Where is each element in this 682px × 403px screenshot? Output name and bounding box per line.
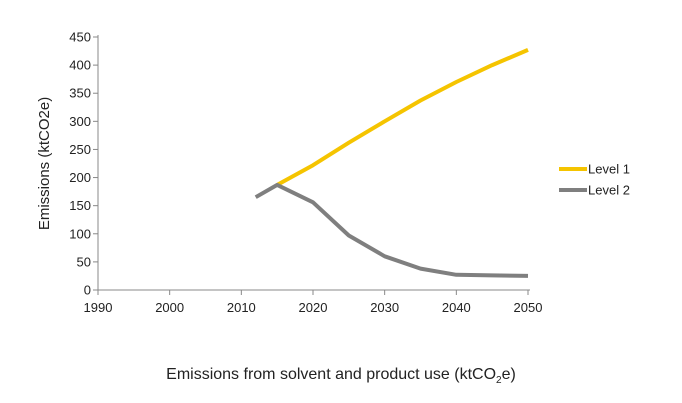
- series-line-level-2: [254, 182, 529, 278]
- x-tick-label: 1990: [84, 300, 113, 315]
- y-tick-label: 300: [69, 114, 91, 129]
- y-tick-label: 150: [69, 198, 91, 213]
- x-tick-label: 2030: [370, 300, 399, 315]
- x-tick-label: 2020: [299, 300, 328, 315]
- x-tick-label: 2000: [155, 300, 184, 315]
- y-tick-label: 50: [77, 254, 91, 269]
- y-tick-label: 100: [69, 226, 91, 241]
- legend: Level 1 Level 2: [559, 162, 630, 198]
- chart-caption: Emissions from solvent and product use (…: [0, 366, 682, 386]
- y-tick-label: 200: [69, 170, 91, 185]
- x-tick-label: 2040: [442, 300, 471, 315]
- x-tick-label: 2010: [227, 300, 256, 315]
- y-tick-label: 250: [69, 142, 91, 157]
- y-tick-label: 0: [84, 283, 91, 298]
- series-line-level-1: [276, 48, 529, 187]
- y-tick-label: 400: [69, 58, 91, 73]
- caption-suffix: e): [501, 366, 516, 383]
- caption-text: Emissions from solvent and product use (…: [166, 366, 497, 383]
- y-axis: 0 50 100 150 200 250 300 350 400 450: [69, 30, 99, 298]
- legend-label: Level 1: [588, 162, 630, 177]
- x-axis: 1990 2000 2010 2020 2030 2040 2050: [84, 289, 543, 315]
- series-layer: [254, 48, 529, 278]
- y-tick-label: 350: [69, 86, 91, 101]
- y-tick-label: 450: [69, 30, 91, 45]
- x-tick-label: 2050: [514, 300, 543, 315]
- y-axis-title: Emissions (ktCO2e): [36, 97, 53, 230]
- caption-subscript: 2: [496, 375, 502, 387]
- legend-label: Level 2: [588, 183, 630, 198]
